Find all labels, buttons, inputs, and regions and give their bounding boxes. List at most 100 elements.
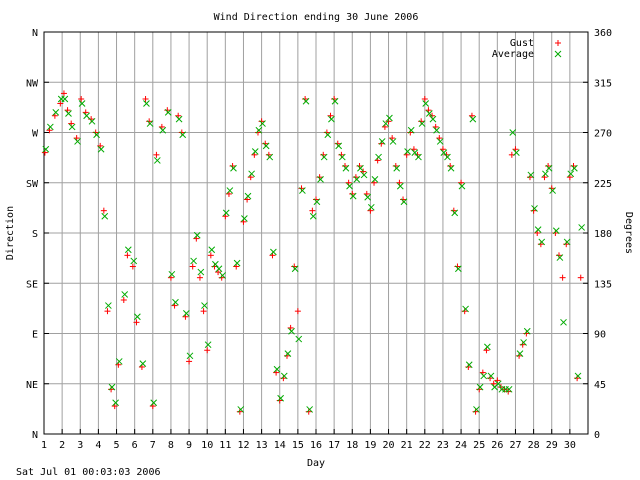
average-point (284, 350, 292, 357)
gust-point (421, 96, 428, 102)
x-tick-label: 28 (528, 440, 540, 451)
gust-point (204, 347, 211, 354)
y-tick-label: S (32, 229, 38, 240)
y-tick-label: SW (26, 179, 39, 190)
average-point (52, 109, 60, 116)
average-point (331, 97, 339, 105)
average-point (230, 164, 237, 172)
x-tick-label: 6 (132, 440, 138, 451)
gust-point (552, 230, 559, 236)
average-point (248, 170, 255, 178)
legend-gust-marker (555, 40, 561, 46)
y-tick-label: SE (26, 279, 38, 290)
gust-point (276, 397, 283, 404)
average-point (115, 358, 123, 365)
average-point (159, 126, 167, 134)
gust-point (407, 129, 414, 136)
average-point (574, 372, 582, 380)
average-point (375, 153, 382, 161)
y2-tick-label: 180 (594, 229, 612, 240)
gust-point (472, 408, 479, 415)
gust-point (124, 252, 131, 259)
y2-tick-label: 315 (594, 78, 612, 89)
gust-point (447, 163, 454, 169)
average-point (204, 341, 212, 349)
gust-point (100, 207, 107, 214)
average-point (571, 164, 578, 172)
average-point (469, 115, 477, 123)
average-point (226, 187, 234, 194)
average-point (299, 187, 306, 194)
average-point (93, 131, 100, 139)
y-tick-label: NE (26, 380, 38, 391)
gust-point (108, 386, 115, 393)
average-point (172, 298, 179, 306)
average-point (164, 109, 172, 116)
average-point (266, 153, 274, 161)
average-point (262, 142, 270, 150)
average-point (306, 406, 314, 413)
x-tick-label: 7 (150, 440, 156, 451)
gust-point (392, 163, 399, 169)
legend-marker-gust (555, 40, 561, 46)
x-tick-label: 5 (114, 440, 120, 451)
gust-point (570, 163, 577, 169)
average-point (425, 110, 433, 117)
gust-point (331, 96, 338, 102)
y2-tick-label: 225 (594, 179, 612, 190)
average-point (190, 257, 197, 265)
average-point (531, 205, 538, 212)
average-point (295, 335, 303, 343)
gust-point (60, 90, 67, 97)
gust-point (548, 185, 555, 192)
average-point (280, 372, 288, 380)
average-point (494, 380, 502, 388)
average-point (353, 176, 361, 183)
average-point (273, 365, 281, 373)
y2-tick-label: 135 (594, 279, 612, 290)
average-point (371, 176, 379, 183)
average-point (342, 164, 350, 172)
y-tick-label: E (32, 330, 38, 341)
average-point (219, 272, 226, 279)
average-point (407, 126, 415, 134)
gust-point (418, 118, 425, 125)
gust-point (178, 129, 185, 136)
average-point (487, 372, 495, 380)
average-point (291, 265, 299, 273)
average-point (270, 248, 277, 256)
average-point (208, 246, 216, 254)
gust-point (309, 207, 316, 214)
average-point (233, 259, 241, 267)
gust-point (146, 118, 153, 125)
gust-point (120, 297, 127, 303)
gust-point (574, 375, 581, 382)
gust-point (229, 163, 236, 169)
average-point (338, 153, 346, 161)
average-point (78, 100, 86, 107)
x-tick-label: 8 (168, 440, 174, 451)
average-point (179, 131, 187, 139)
average-point (153, 157, 161, 164)
average-point (360, 171, 368, 179)
x-tick-label: 10 (201, 440, 213, 451)
gust-point (88, 116, 95, 123)
x-tick-label: 20 (383, 440, 395, 451)
gust-point (189, 263, 196, 270)
average-point (65, 110, 72, 117)
gust-point (465, 364, 472, 370)
average-point (465, 361, 473, 369)
x-tick-label: 11 (219, 440, 231, 451)
average-point (534, 226, 542, 234)
gust-point (302, 96, 309, 102)
gust-point (349, 190, 356, 197)
average-point (523, 327, 531, 335)
gust-point (378, 140, 385, 147)
gust-point (320, 151, 327, 158)
average-point (302, 97, 310, 105)
average-point (444, 153, 451, 161)
average-point (146, 120, 154, 127)
average-point (346, 182, 353, 190)
y2-tick-label: 45 (594, 380, 606, 391)
